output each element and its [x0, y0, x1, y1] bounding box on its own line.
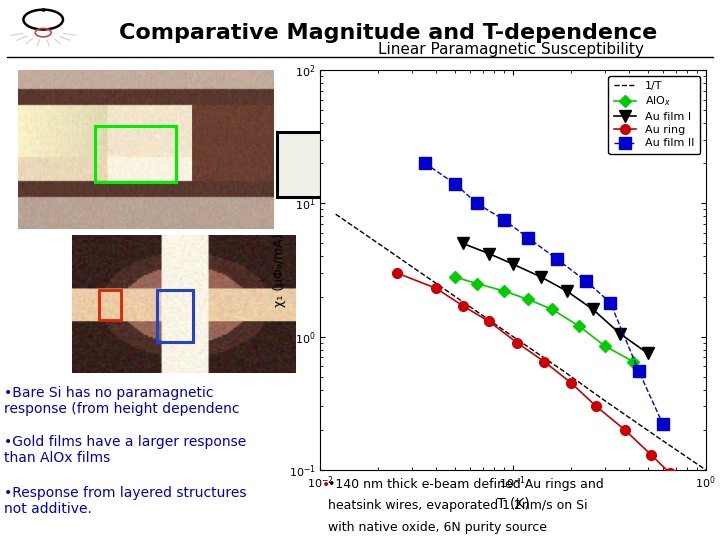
Au film I	[459, 240, 467, 247]
Au film II	[524, 235, 533, 241]
AlO$_x$	[575, 323, 583, 329]
Line: 1/T: 1/T	[336, 214, 706, 470]
AlO$_x$	[524, 296, 533, 303]
Au ring	[513, 340, 521, 346]
1/T	[600, 397, 609, 404]
Text: Linear Paramagnetic Susceptibility: Linear Paramagnetic Susceptibility	[378, 42, 644, 57]
Au film II	[500, 217, 508, 223]
Au ring	[485, 318, 493, 325]
AlO$_x$	[500, 288, 508, 294]
Au film I	[562, 288, 571, 294]
Au ring	[592, 403, 600, 409]
Au film II	[451, 181, 459, 187]
Line: Au film II: Au film II	[420, 158, 668, 430]
Au ring	[459, 302, 467, 309]
Text: •: •	[322, 478, 330, 492]
1/T	[558, 367, 567, 373]
Au ring	[567, 380, 575, 386]
Text: •Gold films have a larger response
than AlOx films: •Gold films have a larger response than …	[4, 435, 246, 465]
1/T	[466, 303, 474, 310]
AlO$_x$	[451, 274, 459, 280]
Text: •140 nm thick e-beam defined Au rings and: •140 nm thick e-beam defined Au rings an…	[328, 478, 603, 491]
Au film II	[421, 160, 430, 166]
AlO$_x$	[548, 306, 557, 313]
Line: Au film I: Au film I	[457, 238, 653, 359]
AlO$_x$	[472, 280, 481, 287]
AlO$_x$	[600, 343, 609, 349]
AlO$_x$	[629, 358, 637, 365]
Au film I	[508, 261, 517, 267]
1/T	[508, 333, 517, 340]
Text: Comparative Magnitude and T-dependence: Comparative Magnitude and T-dependence	[119, 23, 657, 44]
Text: with native oxide, 6N purity source: with native oxide, 6N purity source	[328, 521, 546, 534]
Text: heatsink wires, evaporated 1.2nm/s on Si: heatsink wires, evaporated 1.2nm/s on Si	[328, 500, 588, 512]
Au film I	[589, 306, 598, 313]
Au film I	[537, 274, 546, 280]
Au film I	[485, 251, 493, 257]
Au film II	[472, 200, 481, 207]
1/T	[331, 211, 340, 218]
Bar	[99, 290, 121, 320]
Au film II	[659, 421, 667, 428]
Au ring	[540, 358, 549, 365]
1/T	[652, 433, 660, 439]
Bar	[157, 290, 192, 342]
Au film I	[616, 330, 624, 337]
Y-axis label: χ₁ (μΦ₀/mA): χ₁ (μΦ₀/mA)	[273, 233, 286, 307]
1/T	[701, 467, 710, 473]
Legend: 1/T, AlO$_x$, Au film I, Au ring, Au film II: 1/T, AlO$_x$, Au film I, Au ring, Au fil…	[608, 76, 700, 154]
1/T	[374, 240, 383, 247]
Au film II	[634, 368, 643, 374]
Text: •Response from layered structures
not additive.: •Response from layered structures not ad…	[4, 486, 246, 516]
Au film II	[606, 299, 615, 306]
Bar	[95, 126, 176, 181]
Au ring	[432, 285, 441, 292]
Au film I	[643, 350, 652, 356]
Text: •Bare Si has no paramagnetic
response (from height dependenc: •Bare Si has no paramagnetic response (f…	[4, 386, 239, 416]
Line: AlO$_x$: AlO$_x$	[451, 273, 637, 366]
Au ring	[392, 270, 401, 276]
Au ring	[647, 451, 655, 458]
X-axis label: T (K): T (K)	[497, 497, 529, 511]
Au film II	[582, 278, 590, 285]
1/T	[421, 273, 430, 279]
Au ring	[665, 469, 674, 476]
Au ring	[621, 427, 629, 433]
Au film II	[553, 256, 562, 262]
Line: Au ring: Au ring	[392, 268, 675, 477]
